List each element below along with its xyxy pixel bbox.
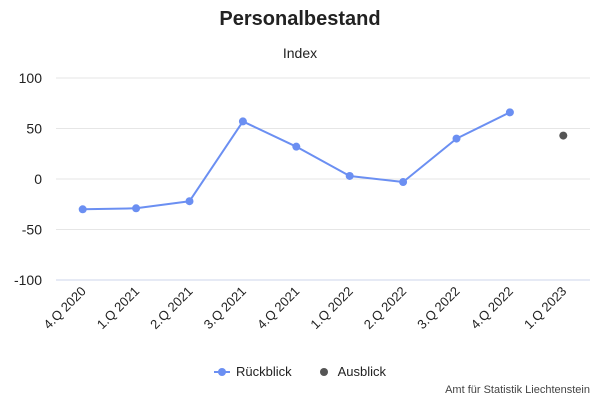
data-point-s0-5 (345, 171, 354, 180)
data-point-s0-6 (399, 178, 408, 187)
x-tick-label-1: 1.Q 2021 (94, 284, 142, 332)
data-point-s0-1 (132, 204, 141, 213)
legend-marker-ausblick (316, 367, 332, 377)
legend-item-rueckblick[interactable]: Rückblick (213, 364, 292, 379)
series-line-0 (82, 111, 511, 211)
x-tick-label-2: 2.Q 2021 (147, 284, 195, 332)
data-point-s0-0 (78, 205, 87, 214)
data-point-s0-7 (452, 134, 461, 143)
legend-label-rueckblick: Rückblick (235, 364, 292, 379)
data-point-s1-9 (559, 131, 568, 140)
credits-text: Amt für Statistik Liechtenstein (445, 384, 590, 396)
x-tick-label-4: 4.Q 2021 (254, 284, 302, 332)
y-tick-label-0: 100 (19, 70, 43, 86)
x-tick-label-6: 2.Q 2022 (361, 284, 409, 332)
x-tick-label-0: 4.Q 2020 (40, 284, 88, 332)
chart-subtitle: Index (282, 45, 318, 61)
y-tick-label-1: 50 (26, 121, 42, 137)
legend: Rückblick Ausblick (0, 364, 600, 379)
legend-marker-rueckblick (213, 367, 230, 377)
legend-label-ausblick: Ausblick (337, 364, 387, 379)
y-tick-label-4: -100 (14, 272, 42, 288)
chart-title: Personalbestand (219, 8, 381, 30)
x-tick-label-8: 4.Q 2022 (468, 284, 516, 332)
y-tick-label-3: -50 (22, 222, 42, 238)
data-point-s0-4 (292, 142, 301, 151)
y-tick-label-2: 0 (34, 171, 42, 187)
data-point-s0-3 (238, 117, 247, 126)
x-tick-label-7: 3.Q 2022 (414, 284, 462, 332)
data-point-s0-2 (185, 197, 194, 206)
legend-item-ausblick[interactable]: Ausblick (316, 364, 386, 379)
x-tick-label-3: 3.Q 2021 (201, 284, 249, 332)
data-point-s0-8 (505, 108, 514, 117)
x-tick-label-9: 1.Q 2023 (521, 284, 569, 332)
x-tick-label-5: 1.Q 2022 (307, 284, 355, 332)
